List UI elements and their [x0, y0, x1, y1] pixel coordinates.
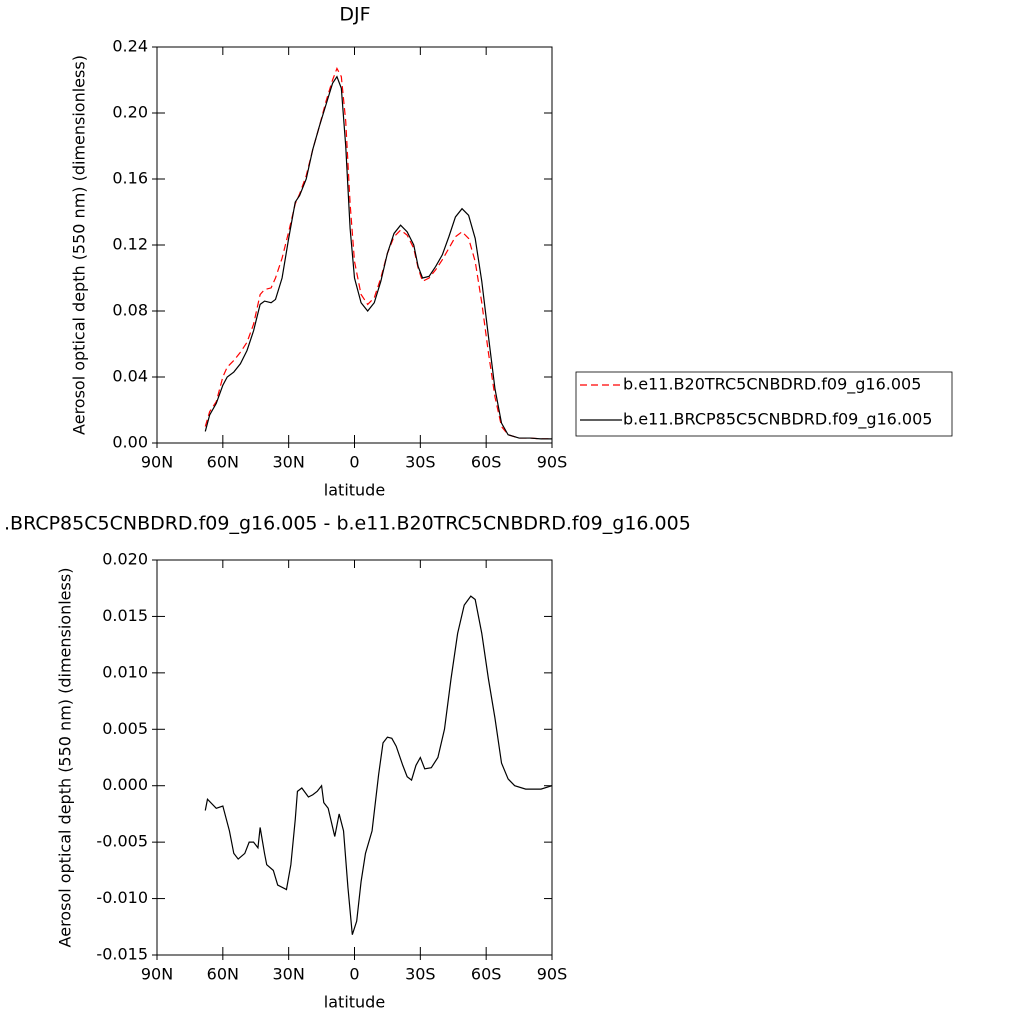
y-tick-label: 0.00 [112, 433, 148, 452]
x-tick-label: 60S [471, 453, 502, 472]
y-tick-label: 0.16 [112, 169, 148, 188]
data-line [204, 67, 552, 440]
y-tick-label: 0.04 [112, 367, 148, 386]
y-tick-label: 0.020 [102, 550, 148, 569]
y-tick-label: 0.24 [112, 37, 148, 56]
legend-frame [575, 371, 953, 437]
x-tick-label: 60N [207, 965, 239, 984]
x-tick-label: 30S [405, 965, 436, 984]
x-axis-label: latitude [324, 481, 385, 500]
legend-label: b.e11.B20TRC5CNBDRD.f09_g16.005 [623, 375, 921, 395]
data-line [204, 595, 553, 935]
legend: b.e11.B20TRC5CNBDRD.f09_g16.005 b.e11.BRC… [575, 371, 953, 437]
x-tick-label: 60S [471, 965, 502, 984]
x-tick-label: 0 [349, 453, 359, 472]
chart-title: .BRCP85C5CNBDRD.f09_g16.005 - b.e11.B20T… [4, 513, 691, 535]
x-tick-label: 30N [273, 453, 305, 472]
y-tick-label: -0.015 [96, 945, 148, 964]
x-axis-label: latitude [324, 993, 385, 1012]
y-tick-label: 0.000 [102, 775, 148, 794]
y-tick-label: 0.015 [102, 606, 148, 625]
plot-frame [156, 46, 553, 444]
data-line [204, 75, 552, 440]
x-tick-label: 30S [405, 453, 436, 472]
chart-title: DJF [339, 4, 370, 26]
x-tick-label: 60N [207, 453, 239, 472]
y-tick-label: -0.010 [96, 888, 148, 907]
x-tick-label: 90S [537, 453, 568, 472]
x-tick-label: 0 [349, 965, 359, 984]
legend-label: b.e11.BRCP85C5CNBDRD.f09_g16.005 [623, 410, 932, 430]
y-axis-label: Aerosol optical depth (550 nm) (dimensio… [70, 55, 89, 435]
y-tick-label: -0.005 [96, 832, 148, 851]
x-tick-label: 30N [273, 965, 305, 984]
y-tick-label: 0.010 [102, 662, 148, 681]
y-tick-label: 0.12 [112, 235, 148, 254]
y-tick-label: 0.005 [102, 719, 148, 738]
y-tick-label: 0.08 [112, 301, 148, 320]
y-tick-label: 0.20 [112, 103, 148, 122]
x-tick-label: 90N [141, 453, 173, 472]
x-tick-label: 90N [141, 965, 173, 984]
plot-frame [156, 559, 553, 956]
y-axis-label: Aerosol optical depth (550 nm) (dimensio… [56, 568, 75, 948]
x-tick-label: 90S [537, 965, 568, 984]
